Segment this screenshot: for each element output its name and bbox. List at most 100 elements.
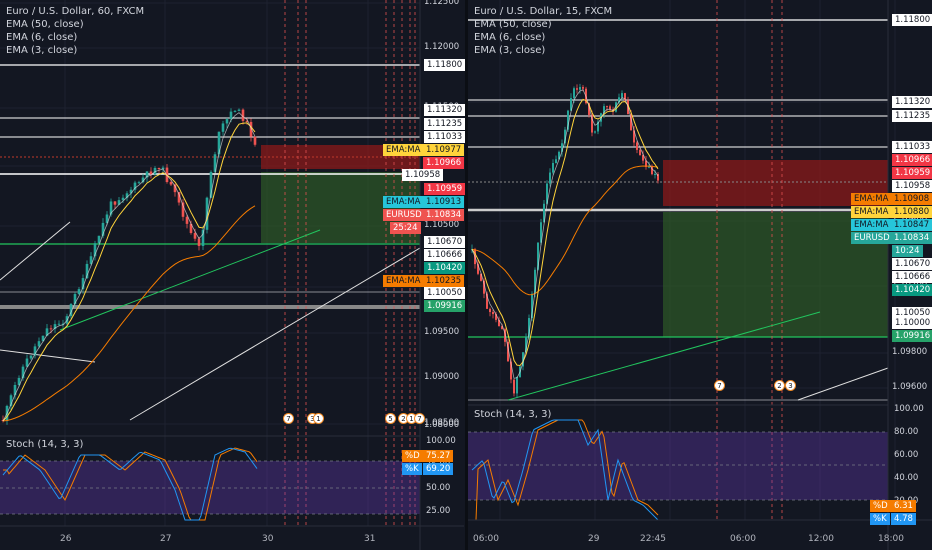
left-indicator-ema50[interactable]: EMA (50, close): [6, 19, 84, 30]
left-event-badge[interactable]: 7: [283, 413, 294, 424]
candle-body: [117, 200, 121, 205]
left-legend: Euro / U.S. Dollar, 60, FXCM EMA (50, cl…: [6, 5, 144, 57]
left-price-label: EMA:MA: [383, 144, 424, 156]
candle-body: [507, 341, 509, 362]
right-stoch-title[interactable]: Stoch (14, 3, 3): [474, 409, 552, 420]
right-price-label: 1.10959: [892, 167, 932, 179]
right-legend: Euro / U.S. Dollar, 15, FXCM EMA (50, cl…: [474, 5, 612, 57]
candle-body: [606, 106, 608, 108]
candle-body: [603, 106, 605, 114]
candle-body: [137, 182, 141, 184]
candle-body: [185, 216, 189, 224]
candle-body: [618, 97, 620, 103]
candle-body: [141, 177, 145, 183]
candle-body: [621, 93, 623, 98]
candle-body: [93, 243, 97, 257]
left-price-axis[interactable]: 1.125001.120001.115001.110001.105001.100…: [383, 0, 465, 550]
candle-body: [189, 223, 193, 233]
candle-body: [181, 202, 185, 217]
left-price-label: 1.10235: [423, 275, 465, 287]
candle-body: [85, 263, 89, 279]
left-price-label: 1.10958: [402, 169, 444, 181]
left-price-label: 1.10670: [424, 236, 465, 248]
right-chart-canvas[interactable]: [468, 0, 932, 550]
left-chart-canvas[interactable]: [0, 0, 465, 550]
candle-body: [633, 130, 635, 143]
stoch-k-line: [2, 447, 258, 521]
candle-body: [522, 352, 524, 367]
trend-line: [797, 367, 889, 401]
candle-body: [213, 154, 217, 172]
candle-body: [157, 167, 161, 170]
left-price-tick: 1.08000: [424, 420, 460, 430]
ema50-line: [471, 165, 659, 296]
left-stoch-label: 75.27: [423, 450, 454, 462]
trend-line: [129, 247, 421, 421]
stop-loss-zone: [663, 160, 888, 206]
right-price-label: 1.10908: [891, 193, 932, 205]
right-chart-title[interactable]: Euro / U.S. Dollar, 15, FXCM: [474, 6, 613, 17]
left-price-label: EURUSD: [383, 209, 425, 221]
left-price-label: 1.11033: [424, 131, 465, 143]
left-stoch-label: 69.20: [423, 463, 454, 475]
left-price-label: 1.10977: [423, 144, 465, 156]
candle-body: [41, 335, 45, 342]
left-price-tick: 1.09000: [424, 372, 460, 382]
candle-body: [33, 346, 37, 356]
right-event-badge[interactable]: 7: [714, 380, 725, 391]
left-event-badge[interactable]: 7: [414, 413, 425, 424]
right-stoch-label: 4.78: [891, 513, 916, 525]
trend-line: [59, 229, 321, 331]
left-price-label: 1.10966: [423, 157, 465, 169]
left-price-tick: 1.12500: [424, 0, 460, 7]
right-chart-panel[interactable]: Euro / U.S. Dollar, 15, FXCM EMA (50, cl…: [468, 0, 932, 550]
left-event-badge[interactable]: 5: [385, 413, 396, 424]
right-price-label: 1.10958: [892, 180, 932, 192]
left-chart-title[interactable]: Euro / U.S. Dollar, 60, FXCM: [6, 6, 145, 17]
left-price-tick: 1.12000: [424, 42, 460, 52]
left-time-tick: 31: [364, 534, 376, 544]
candle-body: [113, 201, 117, 205]
candle-body: [654, 173, 656, 175]
candle-body: [648, 166, 650, 168]
left-event-badge[interactable]: 1: [313, 413, 324, 424]
right-event-badge[interactable]: 3: [785, 380, 796, 391]
right-price-label: 1.10000: [892, 317, 932, 329]
right-indicator-ema3[interactable]: EMA (3, close): [474, 45, 546, 56]
left-price-label: 1.11320: [424, 104, 465, 116]
right-price-label: 1.10420: [892, 284, 932, 296]
right-time-tick: 06:00: [473, 534, 499, 544]
left-price-label: 1.10420: [424, 262, 465, 274]
stoch-k-line: [471, 419, 659, 521]
right-indicator-ema50[interactable]: EMA (50, close): [474, 19, 552, 30]
candle-body: [534, 269, 536, 294]
right-price-axis[interactable]: 1.118001.114001.110001.106001.102001.098…: [851, 0, 932, 550]
candle-body: [253, 136, 257, 145]
candle-body: [480, 273, 482, 281]
left-indicator-ema6[interactable]: EMA (6, close): [6, 32, 78, 43]
candle-body: [125, 193, 129, 198]
left-chart-panel[interactable]: Euro / U.S. Dollar, 60, FXCM EMA (50, cl…: [0, 0, 465, 550]
candle-body: [121, 197, 125, 201]
right-event-badge[interactable]: 2: [774, 380, 785, 391]
candle-body: [25, 358, 29, 367]
candle-body: [546, 183, 548, 204]
right-price-label: 1.11033: [892, 141, 932, 153]
candle-body: [552, 162, 554, 173]
right-price-label: EURUSD: [851, 232, 893, 244]
right-price-tick: 1.09800: [892, 347, 928, 357]
candle-body: [61, 323, 65, 325]
left-stoch-title[interactable]: Stoch (14, 3, 3): [6, 439, 84, 450]
right-indicator-ema6[interactable]: EMA (6, close): [474, 32, 546, 43]
candle-body: [221, 123, 225, 132]
left-price-label: EMA:MA: [383, 196, 424, 208]
left-indicator-ema3[interactable]: EMA (3, close): [6, 45, 78, 56]
right-time-tick: 18:00: [878, 534, 904, 544]
candle-body: [477, 264, 479, 274]
candle-body: [558, 151, 560, 160]
candle-body: [510, 361, 512, 380]
candle-body: [129, 189, 133, 194]
right-price-label: 1.10834: [891, 232, 932, 244]
right-stoch-label: %K: [870, 513, 890, 525]
panel-divider: [465, 0, 468, 550]
